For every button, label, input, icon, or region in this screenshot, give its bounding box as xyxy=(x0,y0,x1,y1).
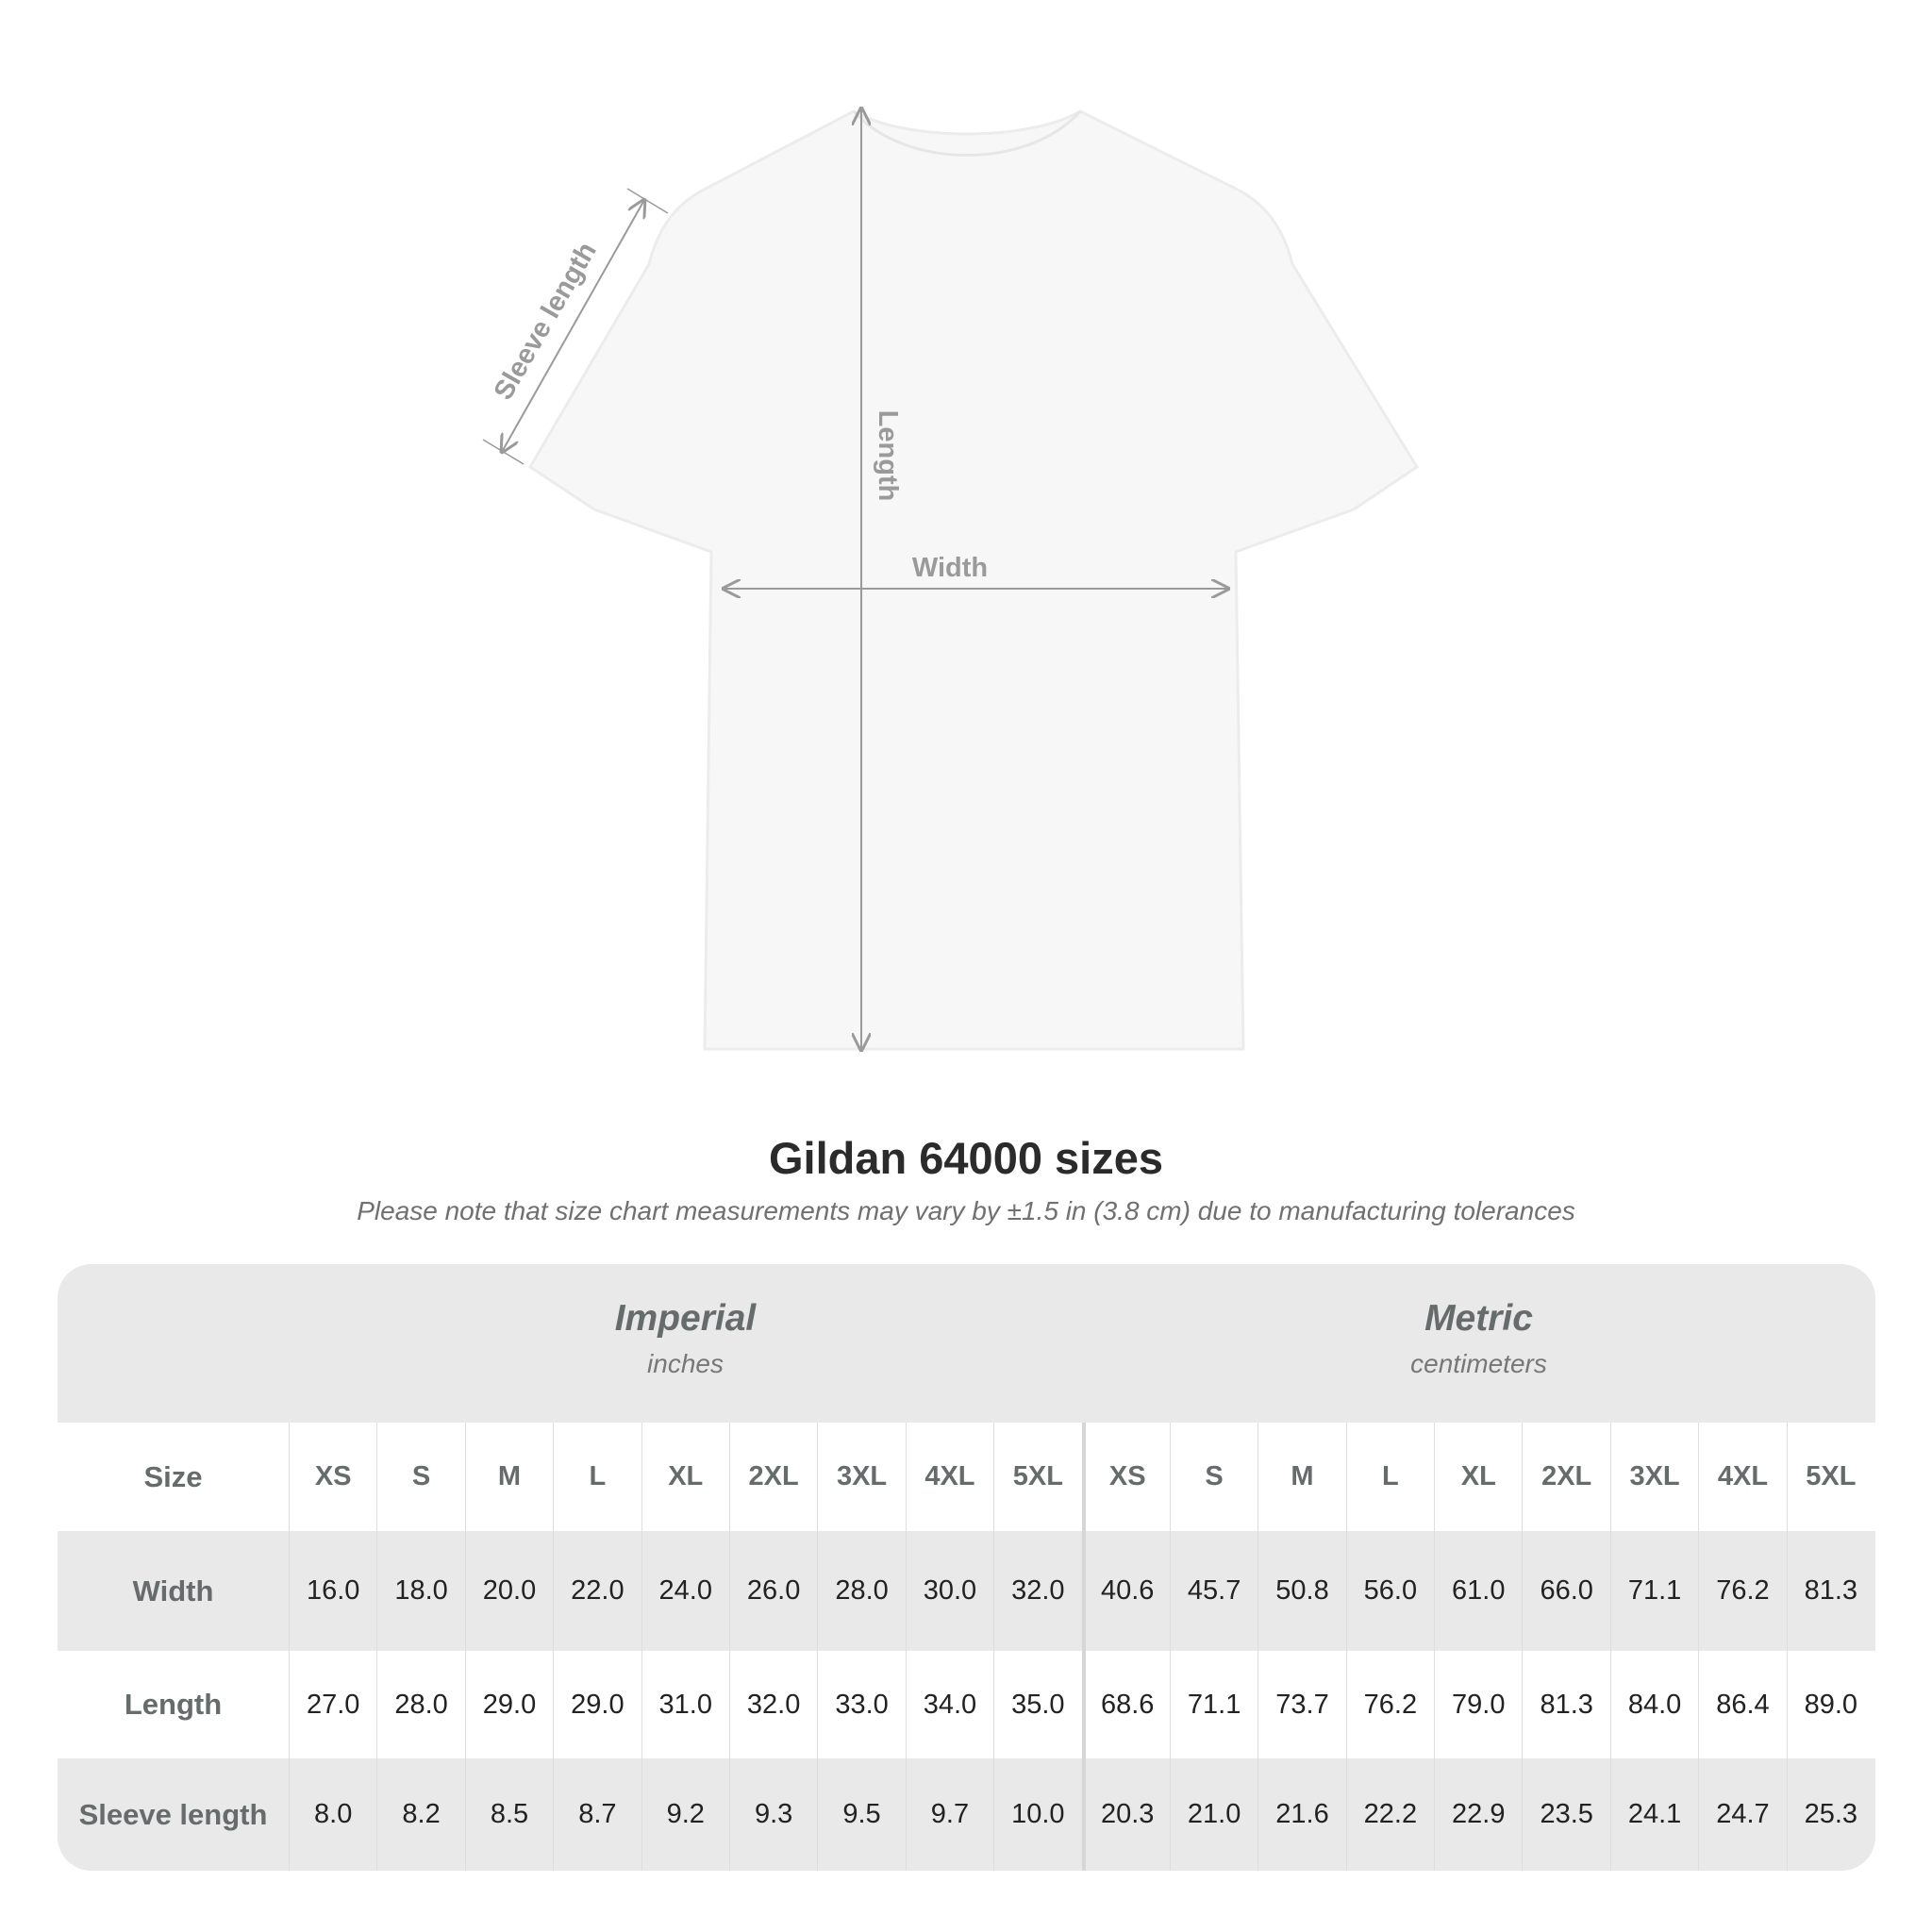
size-header-cell: 2XL xyxy=(728,1423,817,1531)
size-header-cell: XS xyxy=(289,1423,376,1531)
value-cell: 20.3 xyxy=(1081,1758,1170,1871)
value-cell: 10.0 xyxy=(993,1758,1081,1871)
value-cell: 32.0 xyxy=(993,1531,1081,1651)
size-header-cell: M xyxy=(464,1423,553,1531)
value-cell: 28.0 xyxy=(817,1531,905,1651)
value-cell: 34.0 xyxy=(905,1651,993,1758)
value-cell: 22.2 xyxy=(1345,1758,1434,1871)
size-header-cell: XL xyxy=(1434,1423,1522,1531)
value-cell: 23.5 xyxy=(1522,1758,1609,1871)
value-cell: 33.0 xyxy=(817,1651,905,1758)
value-cell: 61.0 xyxy=(1434,1531,1522,1651)
size-header-cell: 4XL xyxy=(905,1423,993,1531)
value-cell: 86.4 xyxy=(1698,1651,1786,1758)
metric-header: Metric centimeters xyxy=(1082,1264,1875,1423)
value-cell: 16.0 xyxy=(289,1531,376,1651)
size-header-cell: 3XL xyxy=(817,1423,905,1531)
value-cell: 27.0 xyxy=(289,1651,376,1758)
value-cell: 29.0 xyxy=(553,1651,641,1758)
value-cell: 9.3 xyxy=(728,1758,817,1871)
size-header-cell: L xyxy=(1345,1423,1434,1531)
table-row: Width 16.0 18.0 20.0 22.0 24.0 26.0 28.0 30.0 32.… xyxy=(58,1531,1875,1651)
value-cell: 35.0 xyxy=(993,1651,1081,1758)
value-cell: 32.0 xyxy=(728,1651,817,1758)
size-header-cell: 5XL xyxy=(1786,1423,1874,1531)
page-title: Gildan 64000 sizes xyxy=(768,1133,1164,1183)
group-title: Metric xyxy=(1424,1298,1533,1339)
value-cell: 24.0 xyxy=(641,1531,729,1651)
value-cell: 45.7 xyxy=(1169,1531,1257,1651)
value-cell: 21.6 xyxy=(1257,1758,1345,1871)
width-label: Width xyxy=(912,553,988,583)
size-header-cell: 5XL xyxy=(993,1423,1081,1531)
value-cell: 24.1 xyxy=(1609,1758,1698,1871)
group-subtitle: inches xyxy=(647,1349,724,1378)
size-header-cell: XL xyxy=(641,1423,729,1531)
value-cell: 8.7 xyxy=(553,1758,641,1871)
value-cell: 30.0 xyxy=(905,1531,993,1651)
value-cell: 56.0 xyxy=(1345,1531,1434,1651)
size-header-cell: L xyxy=(553,1423,641,1531)
value-cell: 84.0 xyxy=(1609,1651,1698,1758)
tolerance-note: Please note that size chart measurements… xyxy=(357,1196,1575,1225)
value-cell: 71.1 xyxy=(1609,1531,1698,1651)
group-subtitle: centimeters xyxy=(1410,1349,1547,1378)
length-label: Length xyxy=(873,410,903,502)
value-cell: 76.2 xyxy=(1698,1531,1786,1651)
row-label: Size xyxy=(143,1459,203,1493)
value-cell: 81.3 xyxy=(1522,1651,1609,1758)
size-header-cell: XS xyxy=(1081,1423,1170,1531)
size-header-cell: 2XL xyxy=(1522,1423,1609,1531)
table-row: Sleeve length 8.0 8.2 8.5 8.7 9.2 9.3 9.5 9.7 10.… xyxy=(58,1758,1875,1871)
size-header-cell: M xyxy=(1257,1423,1345,1531)
value-cell: 50.8 xyxy=(1257,1531,1345,1651)
size-header-cell: 4XL xyxy=(1698,1423,1786,1531)
value-cell: 81.3 xyxy=(1786,1531,1874,1651)
row-label: Sleeve length xyxy=(78,1797,268,1831)
value-cell: 26.0 xyxy=(728,1531,817,1651)
size-header-cell: S xyxy=(1169,1423,1257,1531)
row-label: Width xyxy=(132,1574,214,1607)
value-cell: 9.2 xyxy=(641,1758,729,1871)
size-table: Imperial inches Metric centimeters Size X… xyxy=(58,1264,1875,1871)
value-cell: 89.0 xyxy=(1786,1651,1874,1758)
tshirt-diagram: Width Length Sleeve length xyxy=(482,0,1420,1094)
row-label: Length xyxy=(124,1688,223,1721)
value-cell: 9.5 xyxy=(817,1758,905,1871)
value-cell: 66.0 xyxy=(1522,1531,1609,1651)
value-cell: 68.6 xyxy=(1081,1651,1170,1758)
value-cell: 79.0 xyxy=(1434,1651,1522,1758)
group-title: Imperial xyxy=(614,1298,757,1339)
value-cell: 29.0 xyxy=(464,1651,553,1758)
value-cell: 18.0 xyxy=(376,1531,464,1651)
value-cell: 73.7 xyxy=(1257,1651,1345,1758)
value-cell: 20.0 xyxy=(464,1531,553,1651)
value-cell: 40.6 xyxy=(1081,1531,1170,1651)
value-cell: 21.0 xyxy=(1169,1758,1257,1871)
size-header-cell: 3XL xyxy=(1609,1423,1698,1531)
value-cell: 25.3 xyxy=(1786,1758,1874,1871)
value-cell: 31.0 xyxy=(641,1651,729,1758)
value-cell: 28.0 xyxy=(376,1651,464,1758)
value-cell: 22.9 xyxy=(1434,1758,1522,1871)
value-cell: 76.2 xyxy=(1345,1651,1434,1758)
table-row: Length 27.0 28.0 29.0 29.0 31.0 32.0 33.0 34.0 35… xyxy=(58,1651,1875,1758)
imperial-header: Imperial inches xyxy=(289,1264,1082,1423)
value-cell: 24.7 xyxy=(1698,1758,1786,1871)
value-cell: 9.7 xyxy=(905,1758,993,1871)
value-cell: 22.0 xyxy=(553,1531,641,1651)
value-cell: 8.2 xyxy=(376,1758,464,1871)
size-header-cell: S xyxy=(376,1423,464,1531)
sleeve-arrow xyxy=(502,200,644,452)
value-cell: 8.5 xyxy=(464,1758,553,1871)
value-cell: 71.1 xyxy=(1169,1651,1257,1758)
value-cell: 8.0 xyxy=(289,1758,376,1871)
size-header-row: Size XS S M L XL 2XL 3XL 4XL 5XL XS S M L XL 2XL 3XL 4XL 5… xyxy=(58,1423,1875,1531)
